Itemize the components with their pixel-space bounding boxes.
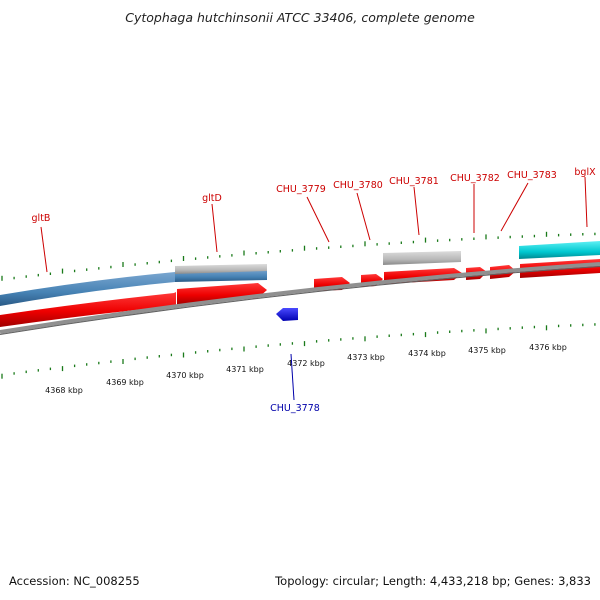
other-track-segment-2[interactable] xyxy=(383,251,461,265)
accession-text: Accession: NC_008255 xyxy=(9,574,140,588)
gene-label-CHU_3781[interactable]: CHU_3781 xyxy=(389,176,439,187)
genome-backbone xyxy=(0,262,600,334)
kbp-label-4373: 4373 kbp xyxy=(347,353,385,362)
kbp-label-4370: 4370 kbp xyxy=(166,371,204,380)
kbp-label-4371: 4371 kbp xyxy=(226,365,264,374)
feature-tracks xyxy=(0,241,600,335)
other-track-segment-1 xyxy=(175,264,267,274)
gene-labels: gltB gltD CHU_3779 CHU_3780 CHU_3781 CHU… xyxy=(32,167,597,414)
gene-label-CHU_3778[interactable]: CHU_3778 xyxy=(270,403,320,414)
gene-label-CHU_3779[interactable]: CHU_3779 xyxy=(276,184,326,195)
cds-CHU_3778[interactable] xyxy=(276,308,298,321)
gene-label-gltD[interactable]: gltD xyxy=(202,193,222,204)
kbp-label-4372: 4372 kbp xyxy=(287,359,325,368)
outer-tick-ring xyxy=(1,231,596,281)
kbp-label-4369: 4369 kbp xyxy=(106,378,144,387)
gene-track-gltB[interactable] xyxy=(0,272,175,306)
rna-track-segment[interactable] xyxy=(519,241,600,259)
gene-label-bglX[interactable]: bglX xyxy=(574,167,596,178)
inner-tick-ring xyxy=(1,323,596,379)
gene-label-gltB[interactable]: gltB xyxy=(32,213,51,224)
genome-backbone-shadow xyxy=(0,266,600,335)
gene-label-CHU_3782[interactable]: CHU_3782 xyxy=(450,173,500,184)
map-title: Cytophaga hutchinsonii ATCC 33406, compl… xyxy=(125,10,475,25)
kbp-labels: 4368 kbp 4369 kbp 4370 kbp 4371 kbp 4372… xyxy=(45,343,567,395)
cds-gltD[interactable] xyxy=(177,283,267,305)
kbp-label-4376: 4376 kbp xyxy=(529,343,567,352)
kbp-label-4368: 4368 kbp xyxy=(45,386,83,395)
kbp-label-4375: 4375 kbp xyxy=(468,346,506,355)
kbp-label-4374: 4374 kbp xyxy=(408,349,446,358)
gene-label-CHU_3783[interactable]: CHU_3783 xyxy=(507,170,557,181)
label-leaders xyxy=(40,176,588,401)
gene-label-CHU_3780[interactable]: CHU_3780 xyxy=(333,180,383,191)
genome-summary-text: Topology: circular; Length: 4,433,218 bp… xyxy=(274,574,591,588)
cds-gltB[interactable] xyxy=(0,292,176,327)
